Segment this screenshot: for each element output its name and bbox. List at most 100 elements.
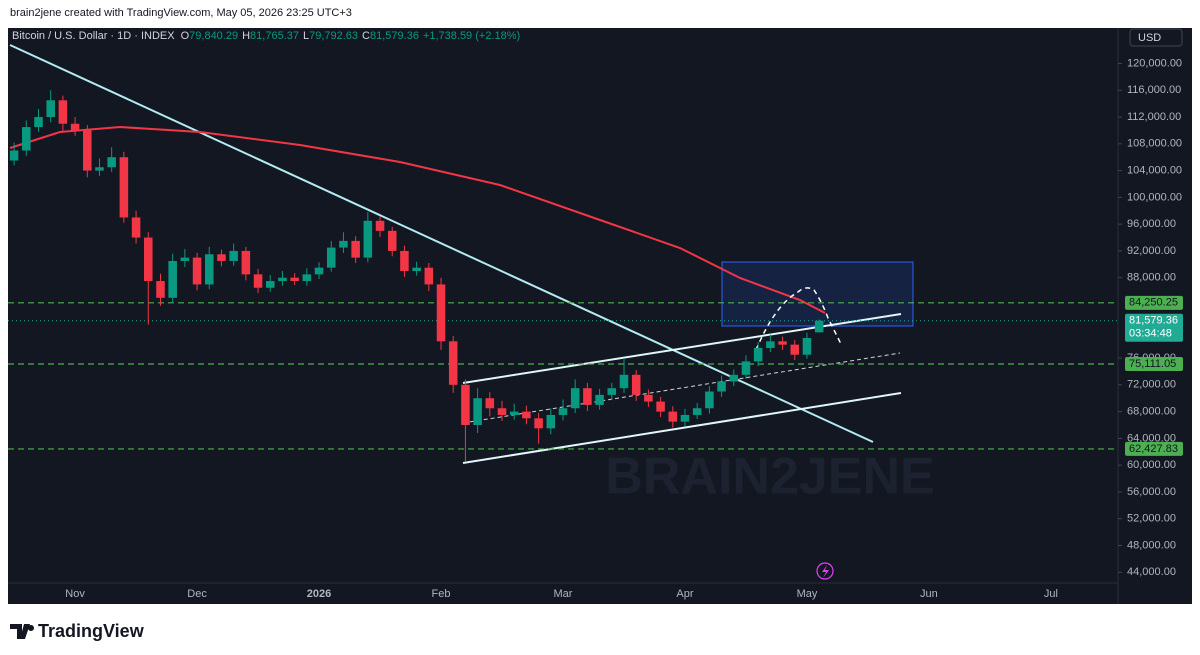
- candle-body: [790, 344, 800, 355]
- candle-body: [778, 341, 787, 345]
- candle-body: [314, 267, 324, 275]
- level-label: 62,427.83: [1129, 443, 1178, 455]
- y-tick-label: 88,000.00: [1127, 272, 1176, 284]
- y-tick-label: 96,000.00: [1127, 218, 1176, 230]
- candle-body: [22, 127, 31, 151]
- candle-body: [570, 388, 580, 409]
- candle-body: [229, 250, 238, 261]
- candle-body: [692, 408, 702, 415]
- candle-body: [290, 277, 299, 282]
- candle-body: [680, 414, 690, 422]
- candle-body: [522, 411, 531, 419]
- y-tick-label: 52,000.00: [1127, 513, 1176, 525]
- candle-body: [436, 284, 446, 342]
- channel-lower: [462, 392, 902, 464]
- candle-body: [485, 398, 495, 409]
- candle-body: [644, 394, 653, 402]
- candle-body: [814, 320, 824, 333]
- last-price-box: [1125, 313, 1183, 342]
- legend-change: +1,738.59 (+2.18%): [423, 30, 520, 42]
- trendline: [9, 44, 874, 443]
- candle-body: [619, 374, 629, 389]
- candle-body: [753, 348, 763, 362]
- candle-body: [217, 254, 226, 261]
- candle-body: [363, 220, 373, 258]
- candle-body: [668, 411, 678, 422]
- candle-body: [46, 100, 55, 118]
- candle-body: [595, 394, 604, 405]
- candle-body: [241, 250, 251, 275]
- candle-body: [58, 100, 68, 124]
- header: brain2jene created with TradingView.com,…: [10, 7, 352, 19]
- y-tick-label: 112,000.00: [1127, 111, 1181, 123]
- candle-body: [400, 250, 409, 272]
- price-axis-tab: USD: [1129, 28, 1183, 47]
- y-tick-label: 68,000.00: [1127, 406, 1176, 418]
- candle-body: [802, 337, 812, 355]
- level-label-box: [1125, 441, 1183, 456]
- footer-logo: TradingView: [10, 621, 145, 641]
- candle-body: [705, 391, 714, 409]
- candle-body: [509, 411, 519, 415]
- candle-body: [144, 237, 153, 282]
- legend-key: L: [303, 30, 309, 42]
- y-tick-label: 60,000.00: [1127, 459, 1176, 471]
- y-tick-label: 56,000.00: [1127, 486, 1176, 498]
- candle-body: [204, 254, 214, 285]
- level-label-box: [1125, 295, 1183, 310]
- candle-body: [534, 418, 543, 429]
- candle-body: [558, 408, 568, 415]
- level-label: 75,111.05: [1129, 358, 1176, 370]
- x-tick-label: Jun: [920, 588, 938, 600]
- candle-body: [424, 267, 434, 285]
- x-tick-label: Nov: [65, 588, 85, 600]
- level-label-box: [1125, 357, 1183, 372]
- candle-body: [326, 247, 336, 268]
- currency-button[interactable]: [1129, 28, 1183, 47]
- y-tick-label: 64,000.00: [1127, 432, 1176, 444]
- watermark: BRAIN2JENE: [605, 448, 934, 506]
- moving-average: [9, 125, 826, 314]
- candle-body: [729, 374, 739, 382]
- candle-body: [351, 240, 360, 258]
- candle-body: [119, 157, 129, 218]
- legend: Bitcoin / U.S. Dollar · 1D · INDEX O79,84…: [12, 30, 520, 42]
- candle-body: [265, 281, 275, 288]
- y-tick-label: 108,000.00: [1127, 138, 1182, 150]
- candle-body: [717, 381, 726, 392]
- level-label: 84,250.25: [1129, 297, 1178, 309]
- y-tick-label: 72,000.00: [1127, 379, 1176, 391]
- legend-value: 81,765.37: [250, 30, 299, 42]
- candle-body: [461, 384, 470, 425]
- candle-body: [9, 150, 19, 161]
- candle-body: [278, 277, 287, 282]
- legend-key: C: [362, 30, 370, 42]
- candle-body: [497, 408, 507, 415]
- x-tick-label: Dec: [187, 588, 207, 600]
- candle-body: [375, 220, 385, 231]
- candle-body: [607, 388, 617, 395]
- candle-body: [34, 117, 43, 128]
- projection-path: [755, 287, 843, 351]
- candle-body: [546, 414, 556, 429]
- zone-rectangle: [721, 261, 914, 327]
- candle-body: [156, 281, 165, 298]
- candle-body: [473, 398, 482, 425]
- legend-value: 79,840.29: [189, 30, 238, 42]
- currency-label: USD: [1138, 32, 1161, 44]
- legend-value: 79,792.63: [309, 30, 358, 42]
- candle-body: [339, 240, 348, 248]
- x-tick-label: Feb: [432, 588, 451, 600]
- x-tick-label: Apr: [676, 588, 693, 600]
- candle-body: [180, 257, 190, 261]
- x-tick-label: Jul: [1044, 588, 1058, 600]
- y-tick-label: 116,000.00: [1127, 84, 1181, 96]
- channel-mid: [462, 352, 901, 424]
- y-tick-label: 120,000.00: [1127, 57, 1182, 69]
- legend-key: H: [242, 30, 250, 42]
- candle-body: [192, 257, 202, 285]
- x-tick-label: Mar: [554, 588, 573, 600]
- candle-body: [766, 341, 775, 349]
- candle-body: [387, 230, 397, 251]
